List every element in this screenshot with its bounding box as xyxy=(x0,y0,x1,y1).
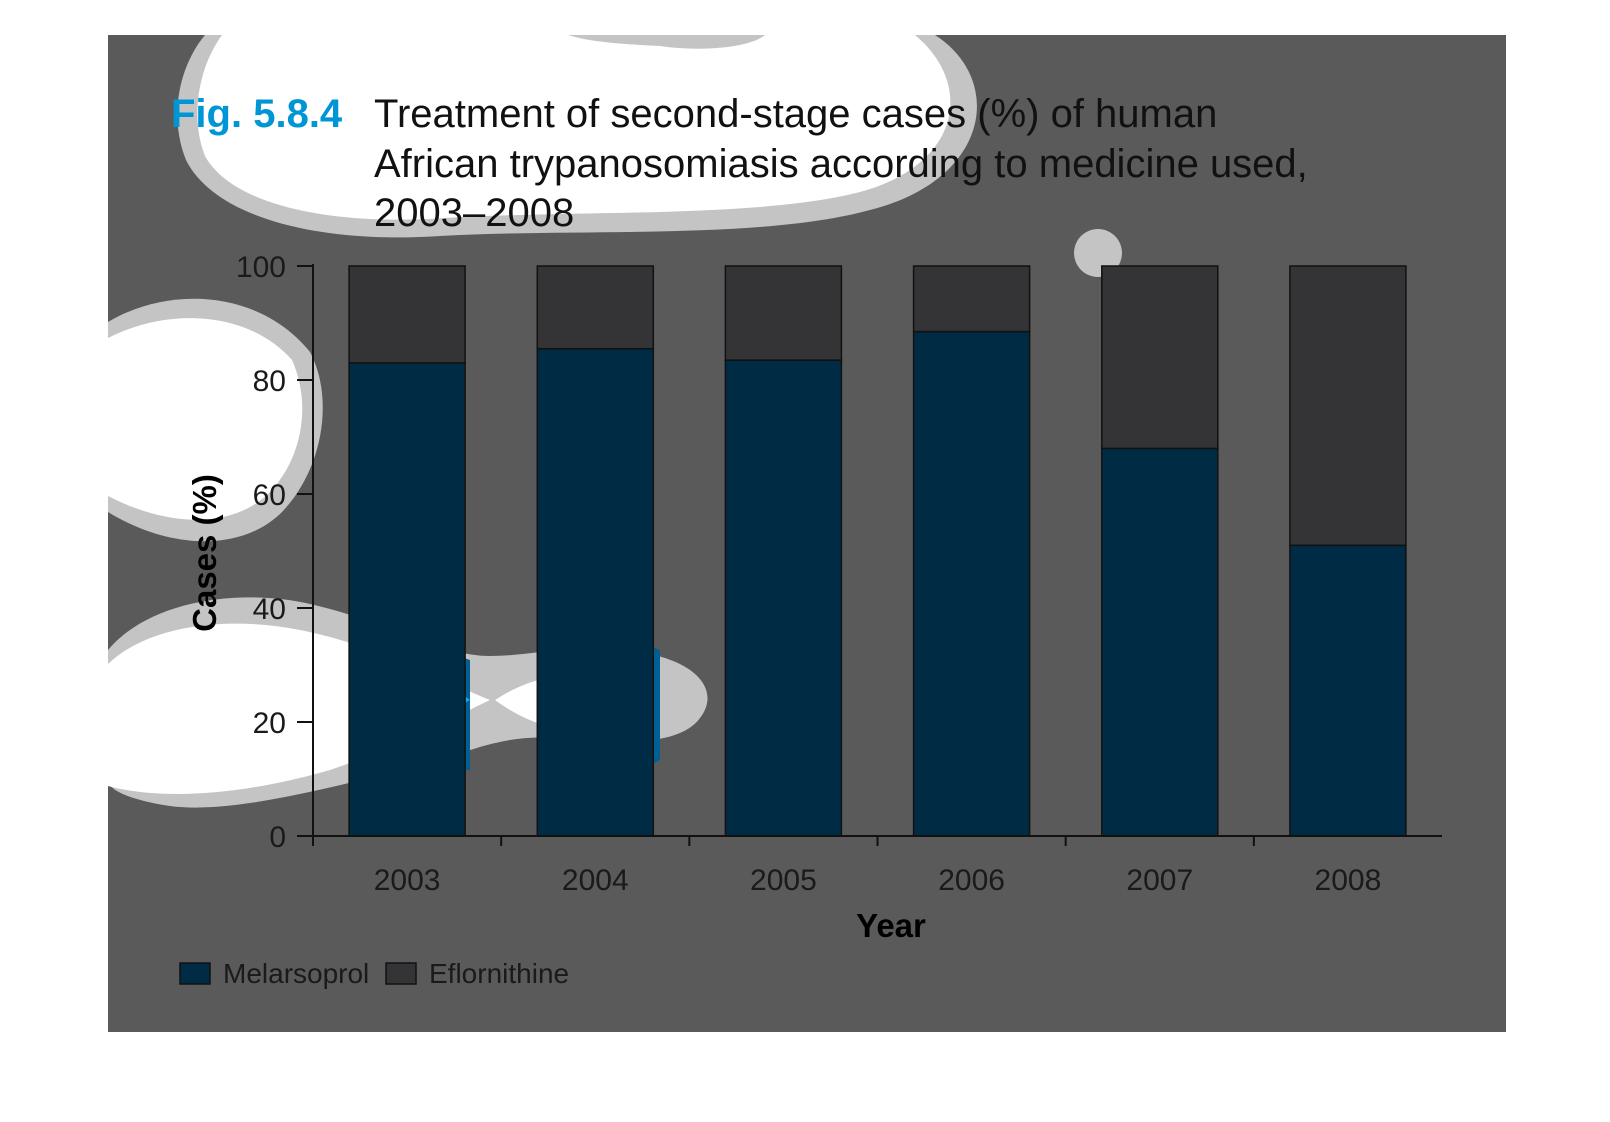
bar-series xyxy=(348,265,1407,837)
x-tick-label-2004: 2004 xyxy=(562,864,629,897)
legend-swatch-eflornithine xyxy=(385,962,417,985)
x-tick-label-2008: 2008 xyxy=(1315,864,1382,897)
y-tick-label-60: 60 xyxy=(253,479,286,512)
x-axis-title: Year xyxy=(856,907,926,944)
overlay-small-dot xyxy=(1074,229,1122,277)
x-tick-label-2005: 2005 xyxy=(750,864,817,897)
y-tick-label-0: 0 xyxy=(269,821,286,854)
bar-eflornithine-2007 xyxy=(1101,265,1219,450)
legend-label-melarsoprol: Melarsoprol xyxy=(223,958,369,989)
bar-melarsoprol-2007 xyxy=(1101,447,1219,837)
title-line-3: 2003–2008 xyxy=(374,191,574,235)
bar-melarsoprol-2006 xyxy=(912,330,1031,837)
overlay-blob-left-white xyxy=(108,318,303,520)
y-axis-title: Cases (%) xyxy=(186,474,223,632)
bar-eflornithine-2008 xyxy=(1289,265,1407,547)
y-tick-label-20: 20 xyxy=(253,707,286,740)
legend-label-eflornithine: Eflornithine xyxy=(429,958,569,989)
figure-label: Fig. 5.8.4 xyxy=(171,92,343,136)
title-line-1: Treatment of second-stage cases (%) of h… xyxy=(374,92,1217,136)
bar-eflornithine-2004 xyxy=(536,265,655,350)
bar-eflornithine-2006 xyxy=(912,265,1031,333)
legend-swatch-melarsoprol xyxy=(179,962,211,985)
x-tick-label-2006: 2006 xyxy=(938,864,1005,897)
x-tick-label-2003: 2003 xyxy=(374,864,441,897)
bar-melarsoprol-2003 xyxy=(348,362,466,837)
title-line-2: African trypanosomiasis according to med… xyxy=(374,142,1308,186)
y-tick-label-100: 100 xyxy=(236,251,286,284)
overlay-blob-top-white xyxy=(197,35,951,220)
bar-eflornithine-2005 xyxy=(724,265,843,361)
bar-melarsoprol-2005 xyxy=(724,359,843,837)
x-axis: 2003 2004 2005 2006 2007 2008 xyxy=(312,835,1442,897)
y-axis: 0 20 40 60 80 100 xyxy=(236,251,314,854)
chart-title: Fig. 5.8.4 Treatment of second-stage cas… xyxy=(171,92,1308,235)
x-tick-label-2007: 2007 xyxy=(1126,864,1193,897)
overlay-blob-top-notch xyxy=(568,35,765,49)
bar-melarsoprol-2004 xyxy=(536,347,655,837)
bar-eflornithine-2003 xyxy=(348,265,466,364)
legend: Melarsoprol Eflornithine xyxy=(179,958,569,989)
bar-melarsoprol-2008 xyxy=(1289,544,1407,837)
y-tick-label-40: 40 xyxy=(253,593,286,626)
y-tick-label-80: 80 xyxy=(253,365,286,398)
